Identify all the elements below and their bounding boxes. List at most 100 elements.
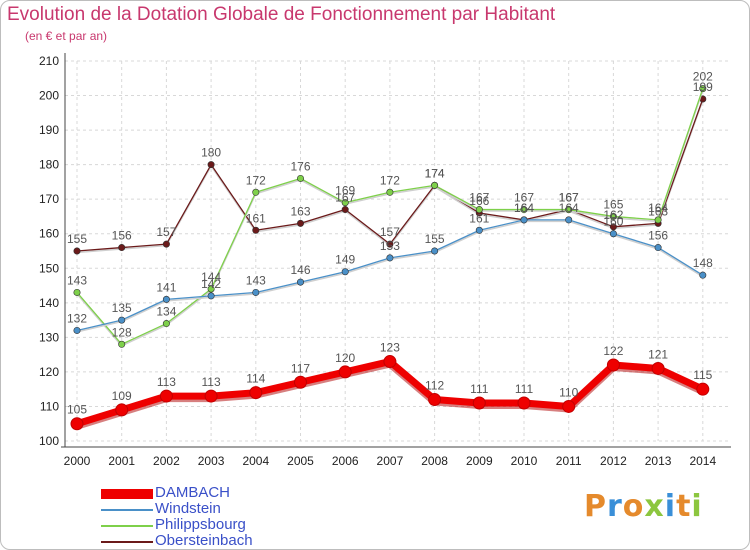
data-point-dambach xyxy=(338,365,352,379)
data-point-dambach xyxy=(115,403,129,417)
x-tick-label: 2007 xyxy=(377,454,404,468)
data-label-windstein: 135 xyxy=(112,301,132,315)
data-label-dambach: 111 xyxy=(470,382,489,396)
data-point-dambach xyxy=(428,393,442,407)
data-label-windstein: 160 xyxy=(603,215,623,229)
logo-letter: P xyxy=(584,489,607,524)
data-label-dambach: 115 xyxy=(693,368,712,382)
data-point-dambach xyxy=(159,389,173,403)
legend-label: Obersteinbach xyxy=(155,532,253,549)
data-label-obersteinbach: 161 xyxy=(246,211,266,225)
y-tick-label: 110 xyxy=(40,399,59,413)
data-point-philippsbourg xyxy=(520,206,528,214)
data-label-windstein: 143 xyxy=(246,273,266,287)
data-label-philippsbourg: 172 xyxy=(380,173,400,187)
data-label-windstein: 141 xyxy=(156,280,176,294)
data-label-dambach: 117 xyxy=(291,361,310,375)
data-point-windstein xyxy=(118,316,126,324)
data-label-windstein: 161 xyxy=(469,211,489,225)
data-point-obersteinbach xyxy=(207,161,215,169)
data-point-windstein xyxy=(520,216,528,224)
data-label-windstein: 148 xyxy=(693,256,713,270)
data-label-obersteinbach: 164 xyxy=(514,201,534,215)
data-label-philippsbourg: 143 xyxy=(67,273,87,287)
data-point-windstein xyxy=(162,295,170,303)
data-point-dambach xyxy=(70,417,84,431)
data-label-windstein: 146 xyxy=(290,263,310,277)
data-label-philippsbourg: 169 xyxy=(335,184,355,198)
data-label-windstein: 164 xyxy=(559,201,579,215)
data-label-dambach: 122 xyxy=(603,344,623,358)
data-point-dambach xyxy=(562,399,576,413)
y-tick-label: 130 xyxy=(39,330,59,344)
data-point-philippsbourg xyxy=(296,174,304,182)
legend-label: Philippsbourg xyxy=(155,516,246,533)
data-label-philippsbourg: 167 xyxy=(559,191,579,205)
x-tick-label: 2011 xyxy=(556,454,582,468)
data-point-philippsbourg xyxy=(386,188,394,196)
data-point-windstein xyxy=(475,226,483,234)
y-tick-label: 150 xyxy=(39,261,59,275)
logo-letter: t xyxy=(676,489,692,524)
x-tick-label: 2005 xyxy=(287,454,314,468)
data-point-windstein xyxy=(386,254,394,262)
data-label-philippsbourg: 128 xyxy=(112,325,132,339)
data-point-windstein xyxy=(296,278,304,286)
data-point-obersteinbach xyxy=(252,226,260,234)
data-point-windstein xyxy=(207,292,215,300)
logo-letter: i xyxy=(691,489,703,524)
x-tick-label: 2014 xyxy=(689,454,716,468)
x-tick-label: 2013 xyxy=(645,454,672,468)
data-label-windstein: 132 xyxy=(67,311,87,325)
data-label-philippsbourg: 174 xyxy=(425,166,445,180)
data-label-dambach: 113 xyxy=(157,375,176,389)
data-label-obersteinbach: 157 xyxy=(156,225,176,239)
data-label-philippsbourg: 167 xyxy=(469,191,489,205)
data-point-dambach xyxy=(249,386,263,400)
data-label-windstein: 153 xyxy=(380,239,400,253)
data-point-windstein xyxy=(341,268,349,276)
data-label-obersteinbach: 162 xyxy=(603,208,623,222)
y-tick-label: 120 xyxy=(39,365,59,379)
data-label-windstein: 156 xyxy=(648,229,668,243)
data-point-dambach xyxy=(472,396,486,410)
data-label-dambach: 112 xyxy=(425,379,444,393)
x-tick-label: 2000 xyxy=(64,454,91,468)
logo-letter: i xyxy=(664,489,677,524)
data-point-dambach xyxy=(383,355,397,369)
data-label-dambach: 109 xyxy=(112,389,132,403)
y-tick-label: 160 xyxy=(39,227,59,241)
legend-label: Windstein xyxy=(155,500,221,517)
logo-letter: o xyxy=(622,489,645,524)
x-tick-label: 2002 xyxy=(153,454,180,468)
data-point-dambach xyxy=(696,382,710,396)
data-label-dambach: 105 xyxy=(67,403,87,417)
y-tick-label: 190 xyxy=(39,123,59,137)
data-label-dambach: 113 xyxy=(202,375,221,389)
x-tick-label: 2008 xyxy=(421,454,448,468)
data-point-philippsbourg xyxy=(699,85,707,93)
data-point-windstein xyxy=(252,288,260,296)
data-point-dambach xyxy=(204,389,218,403)
data-point-dambach xyxy=(517,396,531,410)
x-tick-label: 2004 xyxy=(242,454,269,468)
data-label-philippsbourg: 176 xyxy=(290,159,310,173)
data-point-philippsbourg xyxy=(252,188,260,196)
data-label-philippsbourg: 172 xyxy=(246,173,266,187)
data-label-philippsbourg: 165 xyxy=(603,197,623,211)
data-point-obersteinbach xyxy=(609,223,617,231)
data-point-windstein xyxy=(699,271,707,279)
logo-letter: x xyxy=(644,489,665,524)
data-label-philippsbourg: 134 xyxy=(156,305,176,319)
data-label-obersteinbach: 167 xyxy=(559,191,579,205)
data-point-philippsbourg xyxy=(162,320,170,328)
proxiti-logo: Proxiti xyxy=(584,489,703,524)
data-point-philippsbourg xyxy=(431,181,439,189)
y-tick-label: 180 xyxy=(39,158,59,172)
x-tick-label: 2003 xyxy=(198,454,225,468)
data-point-philippsbourg xyxy=(609,212,617,220)
data-label-philippsbourg: 167 xyxy=(514,191,534,205)
legend-swatch xyxy=(101,541,153,543)
